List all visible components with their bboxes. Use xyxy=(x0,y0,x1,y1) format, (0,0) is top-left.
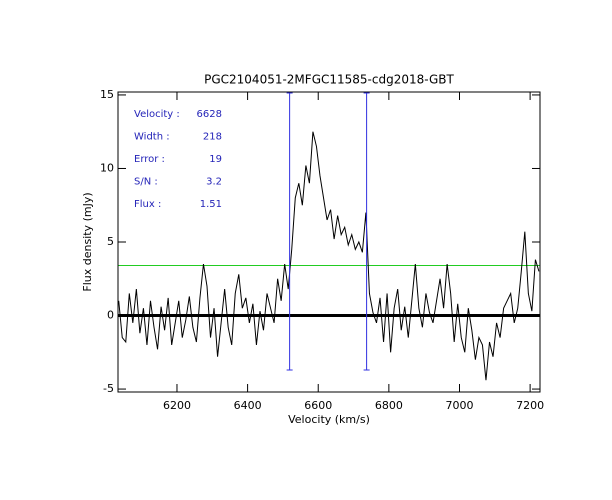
x-tick-label: 6400 xyxy=(234,399,262,412)
annotation-label: Width : xyxy=(134,132,170,143)
y-axis-label: Flux density (mJy) xyxy=(81,192,94,291)
y-tick-label: 5 xyxy=(107,235,114,248)
annotation-value: 3.2 xyxy=(206,177,222,188)
x-tick-label: 6800 xyxy=(375,399,403,412)
y-tick-label: 10 xyxy=(100,161,114,174)
y-tick-label: 15 xyxy=(100,88,114,101)
annotation-label: Flux : xyxy=(134,199,161,210)
spectrum-line xyxy=(118,131,540,381)
annotation-value: 19 xyxy=(209,154,222,165)
annotation-value: 218 xyxy=(203,132,222,143)
annotation-label: Velocity : xyxy=(134,109,180,120)
plot-frame xyxy=(117,91,541,393)
x-tick-label: 7000 xyxy=(445,399,473,412)
y-tick-label: -5 xyxy=(103,382,114,395)
annotation-label: Error : xyxy=(134,154,165,165)
x-axis-label: Velocity (km/s) xyxy=(288,413,370,426)
y-tick-label: 0 xyxy=(107,309,114,322)
annotation-label: S/N : xyxy=(134,177,158,188)
x-tick-label: 6200 xyxy=(163,399,191,412)
chart-title: PGC2104051-2MFGC11585-cdg2018-GBT xyxy=(204,73,454,87)
annotation-value: 1.51 xyxy=(200,199,222,210)
x-tick-label: 7200 xyxy=(516,399,544,412)
annotation-value: 6628 xyxy=(197,109,222,120)
x-tick-label: 6600 xyxy=(304,399,332,412)
